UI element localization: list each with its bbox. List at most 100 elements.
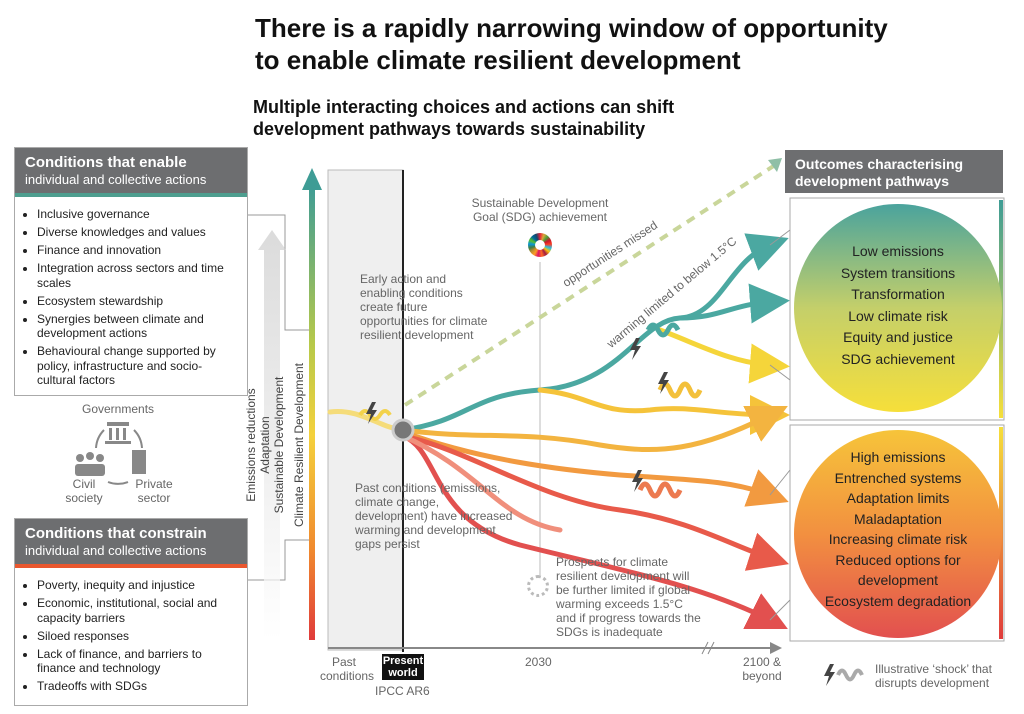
icon: [107, 422, 129, 426]
time-label: Past conditions: [320, 655, 375, 683]
outcome-item: Reduced options for development: [835, 551, 961, 589]
time-label: Present world: [382, 654, 424, 680]
time-label: 2030: [525, 655, 552, 669]
heading: Outcomes characterising development path…: [795, 156, 964, 189]
lightning: [824, 664, 835, 686]
shock-wiggle: [645, 322, 681, 338]
actor: Civil society: [65, 477, 103, 505]
title: There is a rapidly narrowing window of o…: [255, 12, 888, 76]
positive-outcomes: Low emissions System transitions Transform…: [824, 241, 972, 370]
constrain-header: Conditions that constrain individual and…: [15, 519, 247, 568]
condition-item: Finance and innovation: [37, 243, 227, 258]
sdg-wheel-faded: [527, 575, 549, 597]
outcome-item: Maladaptation: [854, 510, 942, 527]
icon: [109, 428, 112, 440]
title-line: There is a rapidly narrowing window of o…: [255, 13, 888, 43]
pathway: [677, 283, 790, 324]
constrain-panel: Conditions that constrain individual and…: [14, 518, 248, 706]
outcome-item: Adaptation limits: [846, 490, 950, 506]
outcome-item: Entrenched systems: [834, 469, 962, 486]
condition-item: Inclusive governance: [37, 207, 227, 222]
condition-item: Tradeoffs with SDGs: [37, 679, 237, 694]
pathway: [400, 433, 563, 533]
lightning: [658, 372, 669, 394]
outcome-item: SDG achievement: [841, 350, 955, 367]
outcome-item: System transitions: [840, 264, 956, 281]
subheading: individual and collective actions: [25, 172, 207, 187]
missed-arrowhead: [768, 158, 782, 172]
pathway: [400, 433, 788, 629]
sdg-wheel: [528, 233, 552, 257]
positive-circle: [794, 204, 1002, 412]
shock-wiggle: [637, 481, 683, 499]
annotation: Early action and enabling conditions cre…: [360, 272, 488, 342]
pathway: [537, 387, 790, 435]
heading: Conditions that enable: [25, 154, 187, 171]
actor-cycle: [95, 429, 143, 485]
outcome-item: Transformation: [851, 286, 945, 302]
icon: [123, 428, 126, 440]
connector: [248, 214, 312, 331]
condition-item: Integration across sectors and time scal…: [37, 261, 227, 290]
connector: [769, 229, 791, 621]
legend-wiggle: [836, 668, 864, 682]
negative-circle: [794, 430, 1002, 638]
axis-break: [701, 641, 709, 655]
shock-wiggle: [657, 381, 703, 399]
lightning: [630, 338, 641, 360]
outcome-item: Low emissions: [852, 243, 944, 259]
axis-label: Adaptation: [258, 416, 272, 474]
outcome-item: Ecosystem degradation: [824, 592, 972, 609]
shock-icons: [366, 338, 835, 686]
outcomes-header: Outcomes characterising development path…: [785, 150, 1003, 193]
time-label: 2100 & beyond: [742, 655, 782, 683]
pathways: [327, 233, 790, 629]
legend: Illustrative ‘shock’ that disrupts devel…: [875, 662, 992, 690]
enable-header: Conditions that enable individual and co…: [15, 148, 247, 197]
condition-item: Economic, institutional, social and capa…: [37, 596, 237, 625]
time-arrowhead: [770, 642, 782, 654]
annotation: Past conditions (emissions, climate chan…: [355, 481, 513, 551]
condition-item: Behavioural change supported by policy, …: [37, 344, 227, 388]
subtitle: Multiple interacting choices and actions…: [253, 96, 674, 140]
condition-item: Ecosystem stewardship: [37, 294, 227, 309]
shock-wiggle: [358, 409, 392, 421]
condition-item: Poverty, inequity and injustice: [37, 578, 237, 593]
time-label: IPCC AR6: [375, 684, 430, 698]
condition-item: Diverse knowledges and values: [37, 225, 227, 240]
actor: Private sector: [135, 477, 173, 505]
constrain-list: Poverty, inequity and injustice Economic,…: [15, 578, 237, 694]
icon: [76, 454, 84, 462]
enable-panel: Conditions that enable individual and co…: [14, 147, 248, 396]
icon: [75, 464, 105, 476]
lightning: [366, 402, 377, 424]
pathway: [400, 406, 788, 453]
annotation: Prospects for climate resilient developm…: [556, 555, 701, 639]
outcome-item: Low climate risk: [848, 307, 948, 324]
outcome-item: High emissions: [850, 449, 946, 465]
present-node: [391, 418, 415, 442]
icon: [86, 452, 94, 460]
icon: [132, 450, 146, 474]
annotation: Sustainable Development Goal (SDG) achie…: [471, 196, 609, 224]
lightning: [632, 470, 643, 492]
heading: Conditions that constrain: [25, 525, 207, 542]
enable-list: Inclusive governance Diverse knowledges a…: [15, 207, 227, 388]
outcome-item: Increasing climate risk: [828, 531, 968, 547]
pathway: [400, 433, 790, 571]
pathway: [400, 429, 789, 507]
subtitle-line: development pathways towards sustainabil…: [253, 119, 646, 139]
actor-icons: [75, 422, 146, 476]
title-line: to enable climate resilient development: [255, 45, 741, 75]
pathway: [657, 327, 790, 384]
negative-outcomes: High emissions Entrenched systems Adaptati…: [818, 447, 978, 611]
actor: Governments: [82, 402, 155, 416]
gradient-axis: [309, 185, 315, 640]
subtitle-line: Multiple interacting choices and actions…: [253, 97, 675, 117]
ghost-arrow: [258, 230, 286, 640]
icon: [96, 454, 104, 462]
outcome-item: Equity and justice: [843, 329, 953, 345]
subheading: individual and collective actions: [25, 543, 207, 558]
